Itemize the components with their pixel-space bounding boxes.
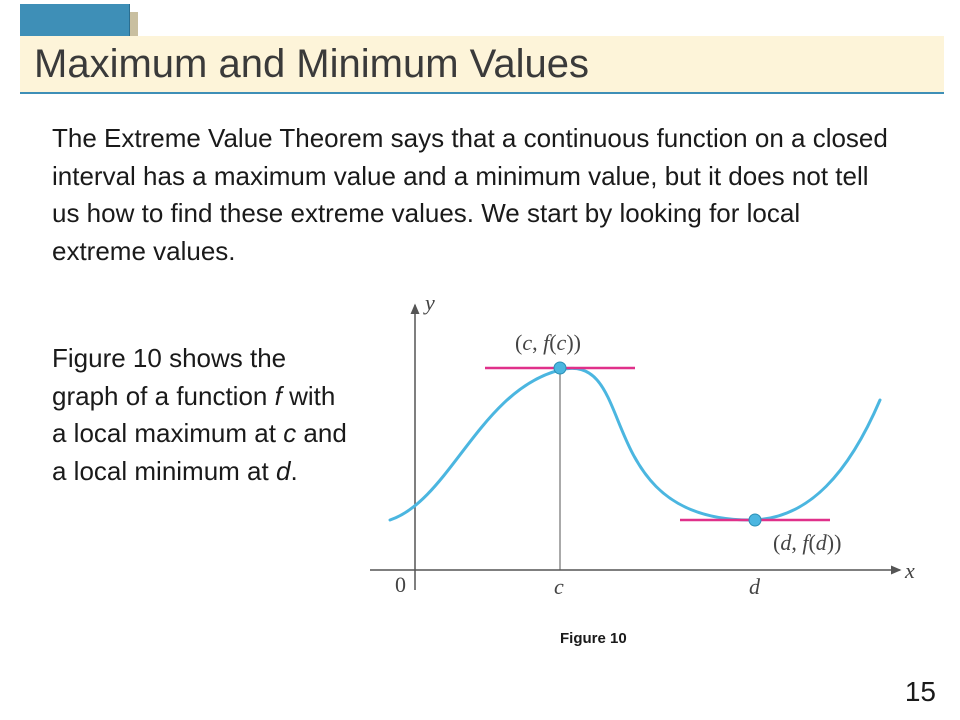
svg-text:(d, f(d)): (d, f(d)) (773, 530, 841, 555)
title-bar: Maximum and Minimum Values (20, 36, 944, 94)
header: Maximum and Minimum Values (0, 0, 960, 100)
figure-caption: Figure 10 (560, 630, 627, 647)
figure-svg: y x 0 c d (c, f(c)) (d, f(d)) (360, 290, 920, 610)
svg-text:d: d (749, 574, 761, 599)
page-number: 15 (905, 676, 936, 708)
tab-decoration (20, 4, 130, 38)
p2-var-c: c (283, 418, 296, 448)
svg-text:x: x (904, 558, 915, 583)
slide: Maximum and Minimum Values The Extreme V… (0, 0, 960, 720)
svg-text:c: c (554, 574, 564, 599)
paragraph-1: The Extreme Value Theorem says that a co… (52, 120, 900, 271)
p2-var-d: d (276, 456, 290, 486)
svg-text:0: 0 (395, 572, 406, 597)
p2-text-d: . (290, 456, 297, 486)
page-title: Maximum and Minimum Values (34, 42, 589, 87)
svg-text:y: y (423, 290, 435, 315)
svg-text:(c, f(c)): (c, f(c)) (515, 330, 581, 355)
paragraph-2: Figure 10 shows the graph of a function … (52, 340, 352, 491)
figure-10: y x 0 c d (c, f(c)) (d, f(d)) (360, 290, 920, 620)
p2-text-a: Figure 10 shows the graph of a function (52, 343, 286, 411)
p2-var-f: f (275, 381, 282, 411)
